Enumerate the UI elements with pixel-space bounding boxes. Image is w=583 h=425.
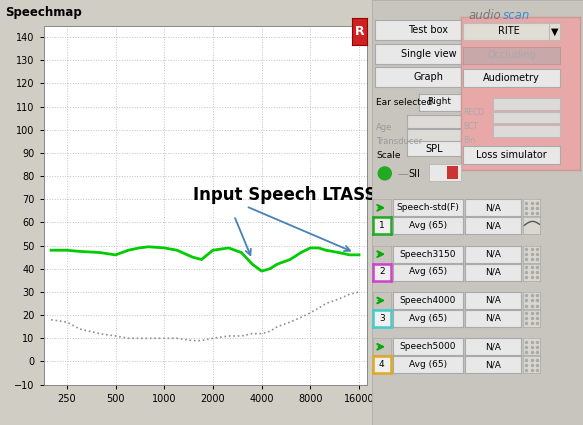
Text: Occluding: Occluding <box>487 50 536 60</box>
Text: Avg (65): Avg (65) <box>409 314 447 323</box>
Text: N/A: N/A <box>485 203 501 212</box>
Text: 3: 3 <box>379 314 385 323</box>
Text: Bin: Bin <box>463 136 476 144</box>
Text: RITE: RITE <box>498 26 519 37</box>
Text: N/A: N/A <box>485 267 501 277</box>
Text: ▼: ▼ <box>551 26 558 37</box>
Text: Transducer: Transducer <box>376 137 422 146</box>
Text: 4: 4 <box>379 360 385 369</box>
Text: Avg (65): Avg (65) <box>409 360 447 369</box>
Text: Graph: Graph <box>413 72 444 82</box>
Text: scan: scan <box>503 9 531 23</box>
Text: Speech-std(F): Speech-std(F) <box>396 203 459 212</box>
Text: audio: audio <box>469 9 501 23</box>
Circle shape <box>378 167 391 180</box>
Text: Age: Age <box>376 123 392 132</box>
Text: R: R <box>354 25 364 38</box>
Text: Avg (65): Avg (65) <box>409 267 447 277</box>
Text: N/A: N/A <box>485 342 501 351</box>
Text: N/A: N/A <box>485 221 501 230</box>
Text: Right: Right <box>427 97 452 107</box>
Text: Audiometry: Audiometry <box>483 73 540 83</box>
Text: N/A: N/A <box>485 314 501 323</box>
Text: Scale: Scale <box>376 151 401 160</box>
Text: Test box: Test box <box>409 26 448 35</box>
Text: 2: 2 <box>379 267 385 277</box>
Text: Single view: Single view <box>401 49 456 59</box>
Text: N/A: N/A <box>485 360 501 369</box>
Text: N/A: N/A <box>485 249 501 259</box>
Text: Avg (65): Avg (65) <box>409 221 447 230</box>
Bar <box>447 166 458 179</box>
Text: Speech3150: Speech3150 <box>400 249 456 259</box>
Text: 1: 1 <box>379 221 385 230</box>
Text: Loss simulator: Loss simulator <box>476 150 547 160</box>
Text: RECD: RECD <box>463 108 484 117</box>
Text: —: — <box>397 169 408 179</box>
Text: N/A: N/A <box>485 296 501 305</box>
Text: Input Speech LTASS: Input Speech LTASS <box>193 186 376 204</box>
Text: SPL: SPL <box>425 144 442 153</box>
Text: BCT: BCT <box>463 122 479 131</box>
Text: Ear selected: Ear selected <box>376 98 432 107</box>
Text: Speech5000: Speech5000 <box>400 342 456 351</box>
Text: Speechmap: Speechmap <box>5 6 82 20</box>
Text: SII: SII <box>409 169 420 179</box>
Text: Speech4000: Speech4000 <box>400 296 456 305</box>
